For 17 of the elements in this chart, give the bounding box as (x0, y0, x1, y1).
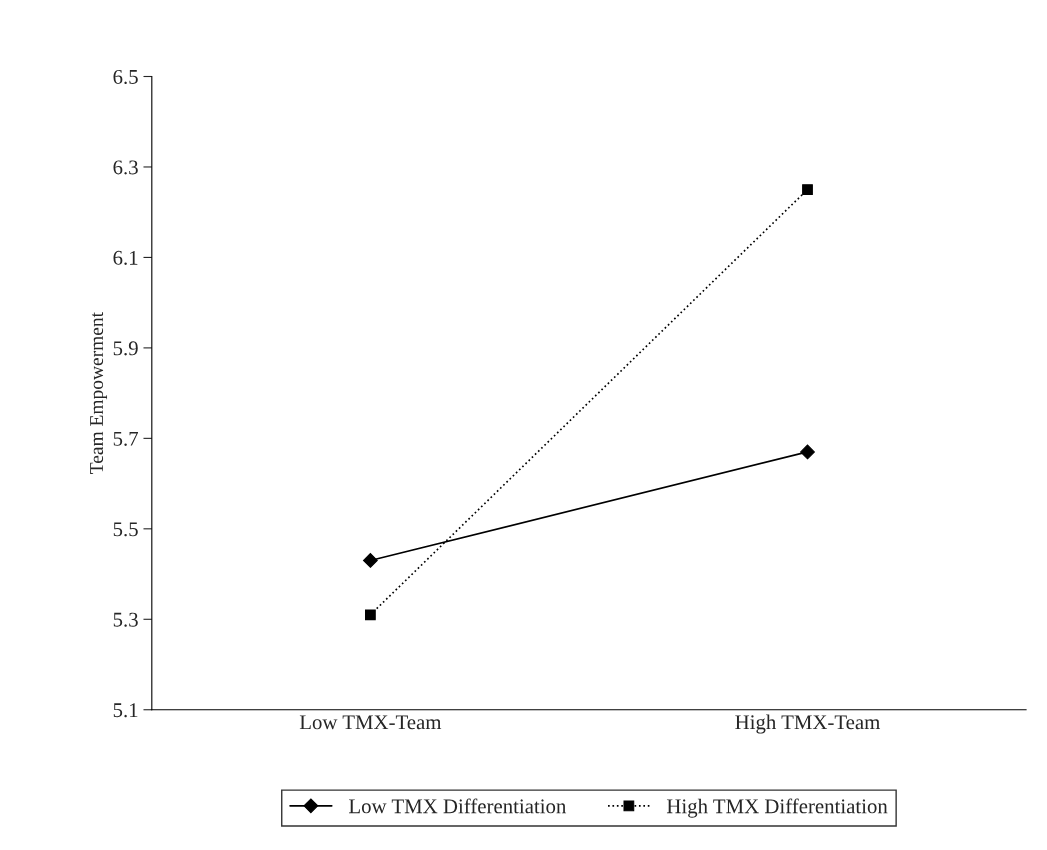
x-tick-label: High TMX-Team (735, 714, 881, 734)
y-tick-label: 5.3 (113, 612, 138, 627)
point (362, 553, 378, 568)
y-tick-label: 5.7 (113, 431, 139, 446)
x-tick-label: Low TMX-Team (299, 715, 442, 730)
y-tick-label: 6.3 (113, 160, 138, 175)
y-tick-label: 6.1 (113, 250, 138, 265)
y-tick-label: 5.5 (113, 522, 138, 537)
y-tick-label: 6.5 (113, 69, 138, 85)
point (802, 184, 813, 195)
y-axis-title: Team Empowerment (90, 312, 108, 474)
point (365, 609, 376, 621)
legend-label: Low TMX Differentiation (349, 798, 567, 814)
y-tick-label: 5.1 (113, 703, 138, 718)
legend-label: High TMX Differentiation (666, 798, 888, 818)
y-tick-label: 5.9 (113, 341, 138, 356)
point (800, 444, 815, 460)
